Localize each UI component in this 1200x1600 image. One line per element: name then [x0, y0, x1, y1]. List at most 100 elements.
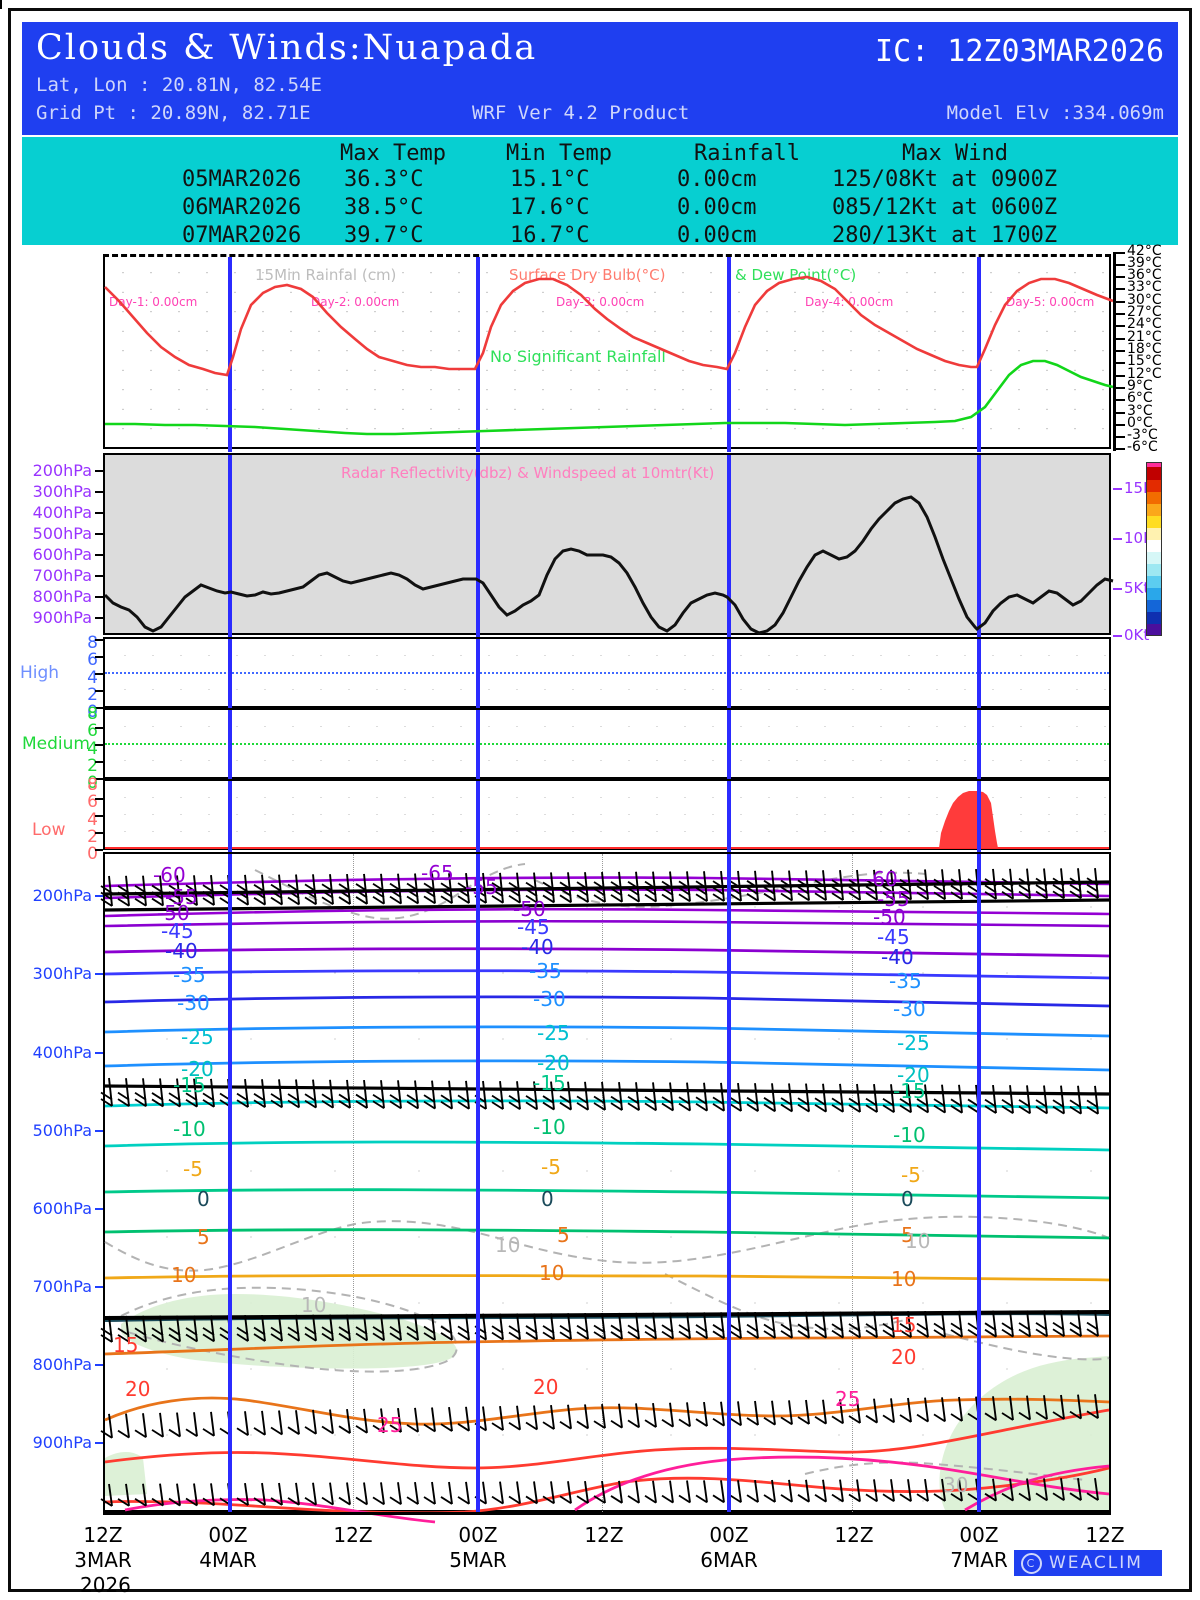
svg-text:10: 10	[301, 1293, 326, 1317]
day-separator	[727, 455, 731, 637]
medium-cloud-baseline	[105, 743, 1109, 745]
svg-text:-5: -5	[901, 1163, 921, 1187]
pressure-tick-label: 600hPa	[32, 545, 92, 564]
day-separator	[228, 455, 232, 637]
medium-cloud-label: Medium	[22, 734, 90, 754]
low-tick-2: 2	[87, 827, 98, 847]
svg-text:-30: -30	[177, 991, 210, 1015]
cell-date: 07MAR2026	[182, 223, 302, 245]
medium-cloud-panel	[103, 708, 1111, 781]
wind-tick-label: 5Kt	[1124, 579, 1150, 597]
cell-max-temp: 38.5°C	[344, 195, 424, 220]
xtick-date: 3MAR	[74, 1548, 132, 1572]
cell-date: 06MAR2026	[182, 195, 302, 220]
xtick-time: 12Z	[834, 1523, 874, 1547]
surface-temperature-panel: 15Min Rainfal (cm) Surface Dry Bulb(°C) …	[103, 254, 1114, 452]
pressure-tick-label: 300hPa	[32, 964, 92, 983]
day-separator	[476, 639, 480, 710]
radar-panel-title: Radar Reflectivity(dbz) & Windspeed at 1…	[341, 464, 715, 482]
svg-text:-25: -25	[181, 1025, 214, 1049]
svg-text:-20: -20	[537, 1051, 570, 1075]
svg-text:-35: -35	[529, 959, 562, 983]
low-cloud-fill	[939, 791, 998, 848]
xtick-date: 5MAR	[449, 1548, 507, 1572]
svg-text:0: 0	[541, 1187, 554, 1211]
svg-text:5: 5	[197, 1225, 210, 1249]
logo-text: WEACLIM	[1049, 1553, 1143, 1573]
xtick-year: 2026	[80, 1573, 131, 1597]
temp-tick-label: 12°C	[1127, 366, 1162, 382]
table-row: 06MAR2026 38.5°C 17.6°C 0.00cm 085/12Kt …	[22, 195, 1178, 223]
temp-tick-label: 6°C	[1127, 390, 1153, 406]
high-tick-2: 2	[87, 685, 98, 705]
temp-tick-label: 18°C	[1127, 341, 1162, 357]
svg-text:5: 5	[901, 1223, 914, 1247]
svg-text:5: 5	[557, 1223, 570, 1247]
day-separator	[977, 854, 981, 1514]
day-separator	[977, 257, 981, 452]
xtick-time: 00Z	[458, 1523, 498, 1547]
xtick-date: 4MAR	[199, 1548, 257, 1572]
svg-text:-25: -25	[897, 1031, 930, 1055]
svg-text:-55: -55	[465, 875, 498, 899]
day-separator	[977, 455, 981, 637]
temperature-axis: 42°C 39°C 36°C 33°C 30°C 27°C 24°C 21°C …	[1113, 243, 1162, 455]
day-separator	[228, 710, 232, 781]
pressure-tick-label: 800hPa	[32, 1355, 92, 1374]
svg-text:-15: -15	[533, 1071, 566, 1095]
medium-tick-2: 2	[87, 756, 98, 776]
temp-tick-label: 15°C	[1127, 353, 1162, 369]
pressure-tick-label: 400hPa	[32, 503, 92, 522]
cell-min-temp: 17.6°C	[510, 195, 590, 220]
day-separator	[476, 257, 480, 452]
high-cloud-panel	[103, 637, 1111, 710]
low-cloud-label: Low	[32, 820, 66, 840]
high-tick-4: 4	[87, 668, 98, 688]
svg-text:-50: -50	[873, 905, 906, 929]
low-tick-8: 8	[87, 775, 98, 795]
svg-text:25: 25	[835, 1387, 860, 1411]
table-row: 07MAR2026 39.7°C 16.7°C 0.00cm 280/13Kt …	[22, 223, 1178, 245]
cell-min-temp: 16.7°C	[510, 223, 590, 245]
pressure-tick-label: 800hPa	[32, 587, 92, 606]
svg-text:-40: -40	[521, 935, 554, 959]
cell-max-temp: 39.7°C	[344, 223, 424, 245]
svg-text:0: 0	[901, 1187, 914, 1211]
temp-tick-label: 30°C	[1127, 292, 1162, 308]
minor-gridline	[852, 854, 853, 1514]
col-max-temp: Max Temp	[340, 141, 446, 166]
day-separator	[727, 639, 731, 710]
pressure-tick-label: 700hPa	[32, 1277, 92, 1296]
svg-text:-15: -15	[173, 1073, 206, 1097]
svg-text:-10: -10	[533, 1115, 566, 1139]
day5-rain-label: Day-5: 0.00cm	[1006, 295, 1095, 309]
cell-min-temp: 15.1°C	[510, 167, 590, 192]
temp-tick-label: 24°C	[1127, 316, 1162, 332]
day-separator	[727, 854, 731, 1514]
svg-text:10: 10	[891, 1267, 916, 1291]
high-cloud-baseline	[105, 672, 1109, 674]
pressure-tick-label: 500hPa	[32, 524, 92, 543]
day-separator	[977, 781, 981, 852]
temp-tick-label: 33°C	[1127, 279, 1162, 295]
high-cloud-label: High	[20, 663, 60, 683]
wrf-version-label: WRF Ver 4.2 Product	[472, 102, 690, 124]
pressure-tick-label: 200hPa	[32, 886, 92, 905]
svg-text:10: 10	[539, 1261, 564, 1285]
table-row: 05MAR2026 36.3°C 15.1°C 0.00cm 125/08Kt …	[22, 167, 1178, 195]
day-separator	[727, 257, 731, 452]
day2-rain-label: Day-2: 0.00cm	[311, 295, 400, 309]
low-tick-4: 4	[87, 810, 98, 830]
svg-text:-45: -45	[517, 915, 550, 939]
svg-text:-20: -20	[897, 1063, 930, 1087]
xtick-time: 12Z	[83, 1523, 123, 1547]
vertical-cross-section-panel: -60 -55 -65 -55 -60 -55 -50 -50 -50 -45 …	[100, 852, 1111, 1524]
svg-text:15: 15	[891, 1313, 916, 1337]
svg-text:-55: -55	[165, 885, 198, 909]
rainfall-title: 15Min Rainfal (cm)	[255, 266, 397, 284]
svg-text:-55: -55	[877, 887, 910, 911]
reflectivity-colorbar	[1146, 462, 1162, 636]
svg-text:-30: -30	[893, 997, 926, 1021]
day-separator	[228, 781, 232, 852]
